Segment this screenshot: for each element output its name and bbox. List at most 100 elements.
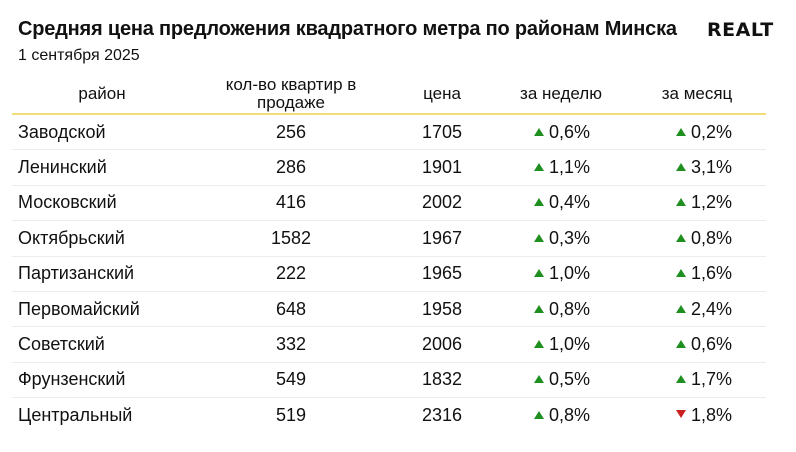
triangle-up-icon — [534, 127, 544, 136]
listings-count-cell: 416 — [192, 185, 390, 222]
district-cell: Ленинский — [12, 149, 192, 186]
triangle-up-icon — [676, 127, 686, 136]
week-change-value: 0,8% — [549, 404, 591, 425]
week-change-cell: 0,6% — [494, 114, 628, 151]
triangle-up-icon — [534, 269, 544, 278]
month-change-cell: 0,6% — [628, 326, 766, 363]
triangle-up-icon — [534, 375, 544, 384]
week-change-value: 1,1% — [549, 157, 591, 178]
district-cell: Заводской — [12, 114, 192, 151]
realt-logo: REALT — [707, 19, 774, 41]
week-change-cell: 1,0% — [494, 326, 628, 363]
triangle-up-icon — [676, 233, 686, 242]
table-row: Ленинский 286 1901 1,1% 3,1% — [12, 149, 766, 186]
table-row: Советский 332 2006 1,0% 0,6% — [12, 326, 766, 363]
price-cell: 1705 — [390, 114, 494, 151]
chart-title: Средняя цена предложения квадратного мет… — [18, 18, 677, 40]
month-change-value: 1,8% — [691, 404, 733, 425]
district-cell: Советский — [12, 326, 192, 363]
month-change-value: 3,1% — [691, 157, 733, 178]
month-change-cell: 1,2% — [628, 185, 766, 222]
triangle-up-icon — [676, 269, 686, 278]
district-cell: Московский — [12, 185, 192, 222]
table-row: Центральный 519 2316 0,8% 1,8% — [12, 398, 766, 433]
triangle-up-icon — [534, 233, 544, 242]
price-cell: 1967 — [390, 220, 494, 257]
header-price: цена — [390, 74, 494, 115]
chart-date: 1 сентября 2025 — [18, 47, 140, 64]
triangle-up-icon — [534, 340, 544, 349]
table-header-row: район кол-во квартир в продаже цена за н… — [12, 74, 766, 115]
price-cell: 1901 — [390, 149, 494, 186]
price-cell: 1832 — [390, 362, 494, 399]
triangle-up-icon — [676, 198, 686, 207]
month-change-value: 0,6% — [691, 334, 733, 355]
month-change-cell: 0,2% — [628, 114, 766, 151]
table-row: Октябрьский 1582 1967 0,3% 0,8% — [12, 220, 766, 257]
month-change-cell: 3,1% — [628, 149, 766, 186]
week-change-cell: 0,3% — [494, 220, 628, 257]
district-cell: Партизанский — [12, 256, 192, 292]
header-district: район — [12, 74, 192, 115]
week-change-value: 0,4% — [549, 192, 591, 213]
header-count: кол-во квартир в продаже — [192, 74, 390, 115]
month-change-value: 2,4% — [691, 298, 733, 319]
week-change-cell: 0,4% — [494, 185, 628, 222]
listings-count-cell: 222 — [192, 256, 390, 292]
month-change-value: 0,8% — [691, 227, 733, 248]
table-row: Первомайский 648 1958 0,8% 2,4% — [12, 291, 766, 328]
triangle-up-icon — [534, 163, 544, 172]
week-change-cell: 0,8% — [494, 398, 628, 433]
week-change-cell: 0,8% — [494, 291, 628, 328]
table-row: Московский 416 2002 0,4% 1,2% — [12, 185, 766, 222]
triangle-up-icon — [534, 198, 544, 207]
listings-count-cell: 256 — [192, 114, 390, 151]
price-cell: 1958 — [390, 291, 494, 328]
triangle-down-icon — [676, 409, 686, 418]
week-change-cell: 1,0% — [494, 256, 628, 292]
listings-count-cell: 332 — [192, 326, 390, 363]
price-cell: 2316 — [421, 404, 463, 425]
table-row: Фрунзенский 549 1832 0,5% 1,7% — [12, 362, 766, 399]
month-change-value: 0,2% — [691, 121, 733, 142]
triangle-up-icon — [676, 163, 686, 172]
month-change-cell: 1,6% — [628, 256, 766, 292]
listings-count-cell: 648 — [192, 291, 390, 328]
listings-count-cell: 549 — [192, 362, 390, 399]
header-month: за месяц — [628, 74, 766, 115]
month-change-value: 1,7% — [691, 369, 733, 390]
header-week: за неделю — [494, 74, 628, 115]
month-change-cell: 2,4% — [628, 291, 766, 328]
price-table: район кол-во квартир в продаже цена за н… — [12, 74, 766, 433]
week-change-value: 1,0% — [549, 334, 591, 355]
week-change-value: 0,8% — [549, 298, 591, 319]
month-change-cell: 1,7% — [628, 362, 766, 399]
month-change-value: 1,6% — [691, 263, 733, 284]
week-change-value: 1,0% — [549, 263, 591, 284]
table-row: Заводской 256 1705 0,6% 0,2% — [12, 114, 766, 151]
week-change-value: 0,3% — [549, 227, 591, 248]
week-change-cell: 0,5% — [494, 362, 628, 399]
listings-count-cell: 1582 — [192, 220, 390, 257]
month-change-cell: 0,8% — [628, 220, 766, 257]
triangle-up-icon — [676, 375, 686, 384]
triangle-up-icon — [534, 410, 544, 419]
price-cell: 2006 — [390, 326, 494, 363]
week-change-cell: 1,1% — [494, 149, 628, 186]
district-cell: Центральный — [18, 404, 133, 425]
triangle-up-icon — [676, 340, 686, 349]
month-change-value: 1,2% — [691, 192, 733, 213]
district-cell: Первомайский — [12, 291, 192, 328]
triangle-up-icon — [676, 304, 686, 313]
listings-count-cell: 286 — [192, 149, 390, 186]
district-cell: Фрунзенский — [12, 362, 192, 399]
price-cell: 1965 — [390, 256, 494, 292]
district-cell: Октябрьский — [12, 220, 192, 257]
triangle-up-icon — [534, 304, 544, 313]
week-change-value: 0,6% — [549, 121, 591, 142]
week-change-value: 0,5% — [549, 369, 591, 390]
table-row: Партизанский 222 1965 1,0% 1,6% — [12, 256, 766, 292]
price-cell: 2002 — [390, 185, 494, 222]
listings-count-cell: 519 — [275, 404, 307, 425]
month-change-cell: 1,8% — [628, 398, 766, 433]
